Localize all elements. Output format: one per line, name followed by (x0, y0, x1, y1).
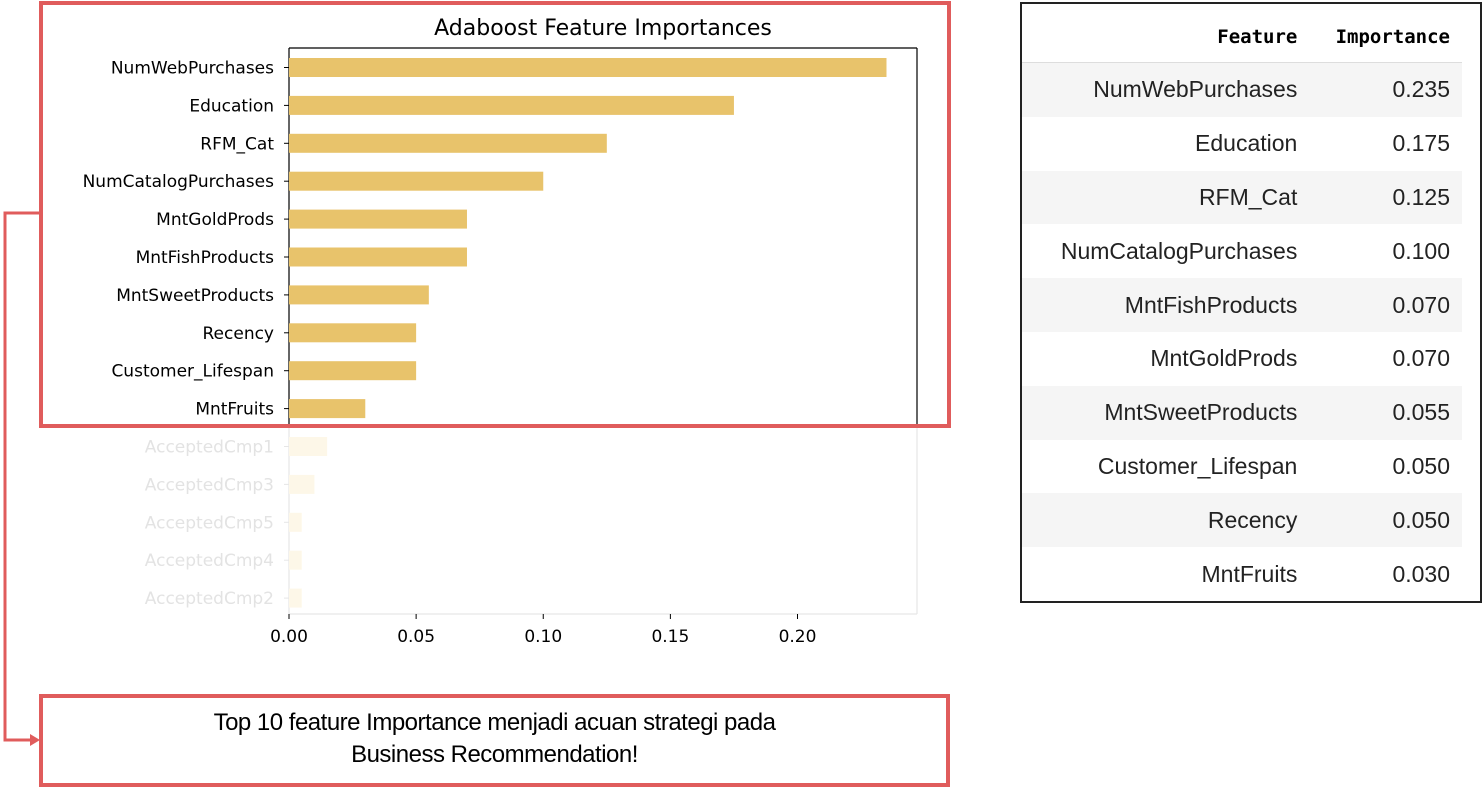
ytick-label: AcceptedCmp5 (145, 513, 274, 533)
connector-arrow (3, 211, 40, 746)
ytick-label: Customer_Lifespan (111, 362, 274, 382)
bar-AcceptedCmp5 (289, 512, 302, 532)
cell-feature: MntGoldProds (1022, 331, 1310, 386)
header-feature: Feature (1022, 12, 1310, 63)
bar-AcceptedCmp2 (289, 588, 302, 608)
table-row: RFM_Cat 0.125 (1022, 170, 1462, 225)
table-row: Recency 0.050 (1022, 493, 1462, 548)
arrow-head-icon (30, 734, 40, 746)
cell-feature: Customer_Lifespan (1022, 439, 1310, 494)
cell-feature: Education (1022, 116, 1310, 171)
table-row: Education 0.175 (1022, 116, 1462, 171)
importance-table: Feature Importance NumWebPurchases 0.235 … (1022, 12, 1462, 601)
connector-line (3, 211, 39, 742)
bar-Recency (289, 323, 417, 343)
cell-importance: 0.070 (1309, 278, 1462, 332)
table-header-row: Feature Importance (1022, 12, 1462, 63)
cell-importance: 0.050 (1309, 493, 1462, 548)
insight-note: Top 10 feature Importance menjadi acuan … (39, 694, 950, 787)
bar-AcceptedCmp1 (289, 437, 328, 456)
cell-importance: 0.175 (1309, 116, 1462, 171)
bar-MntFishProducts (289, 247, 467, 267)
bar-Education (289, 95, 734, 115)
bar-NumWebPurchases (289, 58, 887, 77)
cell-importance: 0.100 (1309, 224, 1462, 279)
bar-MntGoldProds (289, 209, 467, 229)
xtick-label: 0.10 (524, 627, 562, 647)
ytick-label: MntFruits (195, 400, 274, 420)
bar-NumCatalogPurchases (289, 171, 544, 191)
table-row: MntSweetProducts 0.055 (1022, 385, 1462, 440)
bar-AcceptedCmp4 (289, 550, 302, 570)
ytick-label: RFM_Cat (200, 134, 274, 154)
note-line-1: Top 10 feature Importance menjadi acuan … (213, 709, 776, 736)
bar-AcceptedCmp3 (289, 474, 315, 494)
header-importance: Importance (1309, 12, 1462, 63)
ytick-label: AcceptedCmp4 (145, 551, 274, 571)
table-row: NumCatalogPurchases 0.100 (1022, 224, 1462, 279)
feature-importance-chart: Adaboost Feature Importances NumWebPurch… (83, 16, 918, 647)
cell-feature: MntFruits (1022, 547, 1310, 601)
cell-importance: 0.050 (1309, 439, 1462, 494)
xtick-label: 0.05 (397, 627, 435, 647)
top10-highlight-box (39, 1, 951, 428)
ytick-label: NumWebPurchases (111, 59, 274, 79)
cell-importance: 0.235 (1309, 62, 1462, 117)
xtick-label: 0.20 (779, 627, 817, 647)
ytick-label: Recency (203, 324, 275, 344)
table-row: NumWebPurchases 0.235 (1022, 62, 1462, 117)
bar-RFM_Cat (289, 133, 607, 153)
table-row: MntFruits 0.030 (1022, 547, 1462, 601)
importance-table-panel: Feature Importance NumWebPurchases 0.235 … (1020, 2, 1482, 603)
ytick-label: MntGoldProds (156, 210, 274, 230)
cell-feature: MntSweetProducts (1022, 385, 1310, 440)
cell-feature: NumCatalogPurchases (1022, 224, 1310, 279)
bar-Customer_Lifespan (289, 361, 417, 381)
table-row: Customer_Lifespan 0.050 (1022, 439, 1462, 494)
ytick-label: NumCatalogPurchases (83, 172, 275, 192)
bar-MntSweetProducts (289, 285, 429, 305)
cell-importance: 0.125 (1309, 170, 1462, 225)
table-row: MntGoldProds 0.070 (1022, 331, 1462, 386)
xtick-label: 0.00 (270, 627, 308, 647)
ytick-label: AcceptedCmp2 (145, 589, 274, 609)
cell-importance: 0.070 (1309, 331, 1462, 386)
ytick-label: MntSweetProducts (116, 286, 274, 306)
bar-MntFruits (289, 399, 366, 419)
note-line-2: Business Recommendation! (351, 741, 638, 768)
chart-title: Adaboost Feature Importances (434, 16, 772, 41)
table-row: MntFishProducts 0.070 (1022, 278, 1462, 332)
cell-feature: MntFishProducts (1022, 278, 1310, 332)
ytick-label: Education (189, 96, 274, 116)
ytick-label: AcceptedCmp1 (145, 438, 274, 458)
ytick-label: MntFishProducts (136, 248, 275, 268)
cell-feature: RFM_Cat (1022, 170, 1310, 225)
ytick-label: AcceptedCmp3 (145, 475, 274, 495)
cell-feature: NumWebPurchases (1022, 62, 1310, 117)
cell-importance: 0.055 (1309, 385, 1462, 440)
cell-importance: 0.030 (1309, 547, 1462, 601)
cell-feature: Recency (1022, 493, 1310, 548)
xtick-label: 0.15 (651, 627, 689, 647)
